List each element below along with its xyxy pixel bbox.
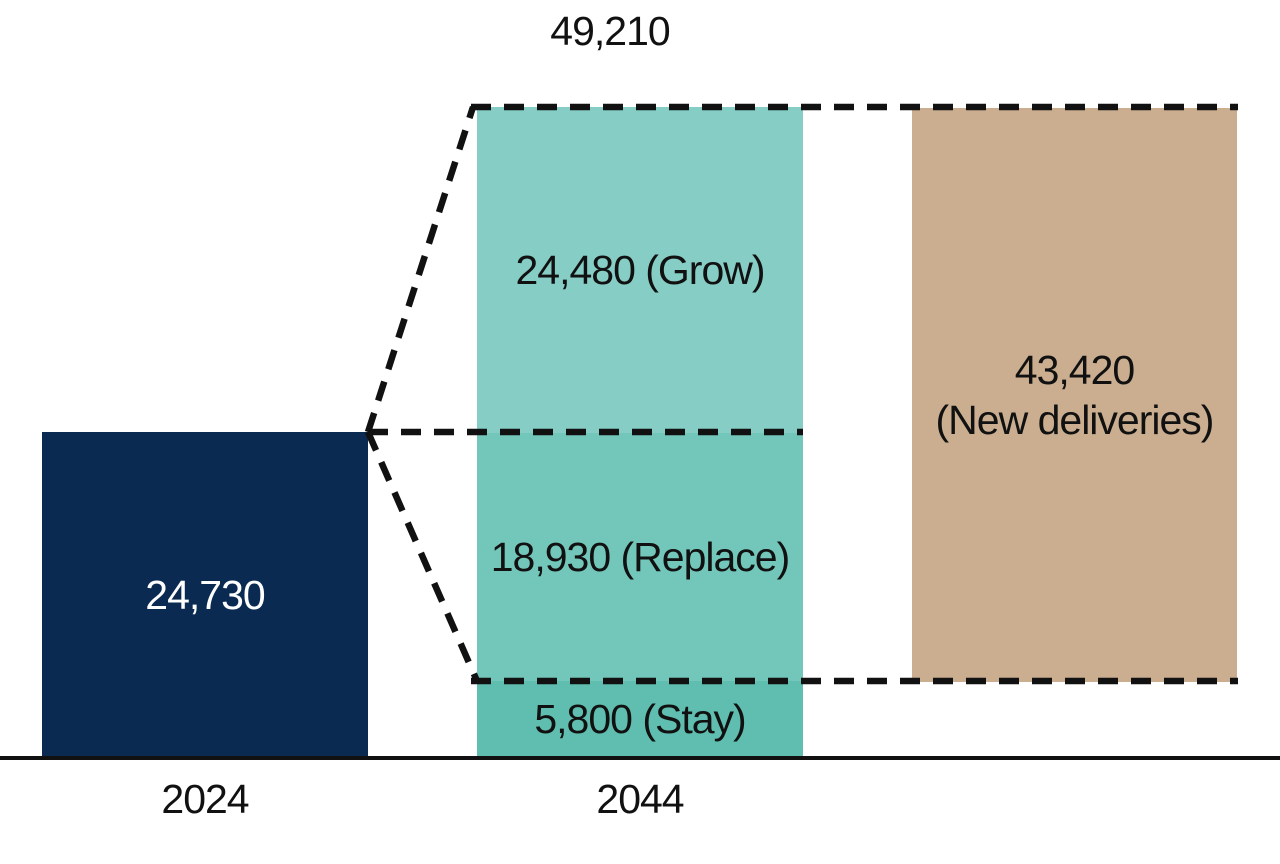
connector-diagonal-lower	[365, 430, 480, 683]
x-axis-label-2044: 2044	[596, 776, 684, 822]
bar-2044-stack: 24,480 (Grow) 18,930 (Replace) 5,800 (St…	[477, 107, 803, 758]
bar-2024-value-label: 24,730	[145, 571, 265, 618]
segment-grow: 24,480 (Grow)	[477, 107, 803, 433]
total-2044-label: 49,210	[550, 8, 670, 54]
new-deliveries-sublabel: (New deliveries)	[935, 397, 1215, 443]
new-deliveries-value-label: 43,420	[1014, 347, 1135, 393]
bar-new-deliveries: 43,420 (New deliveries)	[912, 108, 1237, 682]
segment-grow-label: 24,480 (Grow)	[515, 246, 765, 293]
segment-stay: 5,800 (Stay)	[477, 681, 803, 758]
x-axis-label-2024: 2024	[161, 776, 249, 822]
bar-2024: 24,730	[42, 432, 368, 758]
segment-replace: 18,930 (Replace)	[477, 433, 803, 681]
segment-stay-label: 5,800 (Stay)	[534, 696, 746, 742]
connector-diagonal-upper	[364, 106, 477, 433]
x-axis-baseline	[0, 756, 1280, 760]
segment-replace-label: 18,930 (Replace)	[490, 533, 791, 580]
